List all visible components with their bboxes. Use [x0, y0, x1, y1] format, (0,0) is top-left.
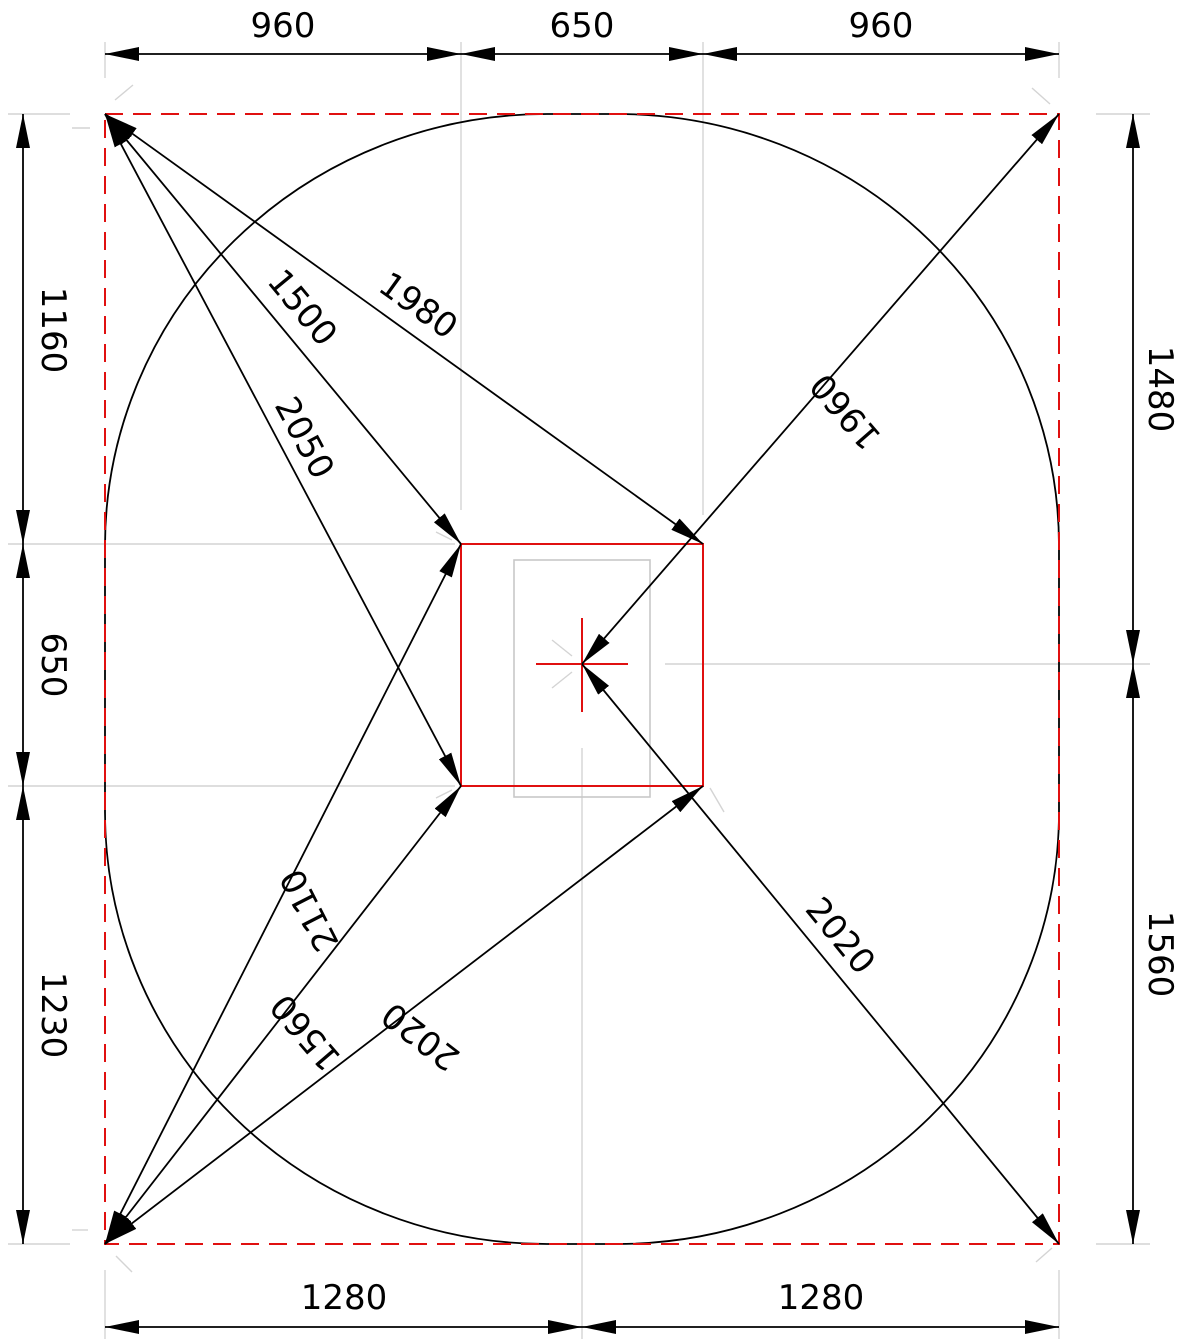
dim-diag-1980: 1980 [371, 265, 465, 348]
dim-diag-2020-bottom: 2020 [374, 994, 467, 1078]
dim-top-left: 960 [251, 6, 316, 46]
dim-top-right: 960 [849, 6, 914, 46]
dim-bottom-left: 1280 [301, 1278, 388, 1318]
dim-right-top: 1480 [1140, 346, 1180, 433]
dim-left-bottom: 1230 [33, 972, 73, 1059]
dim-left-top: 1160 [33, 287, 73, 374]
left-dimensions: 1160 650 1230 [16, 114, 73, 1244]
dim-diag-1560: 1560 [263, 986, 350, 1078]
bottom-dimensions: 1280 1280 [105, 1278, 1059, 1334]
dim-diag-2020-right: 2020 [797, 890, 883, 982]
dim-left-middle: 650 [33, 633, 73, 698]
dim-diag-2110: 2110 [273, 862, 348, 957]
top-dimensions: 960 650 960 [105, 6, 1059, 61]
dim-top-middle: 650 [550, 6, 615, 46]
guide-lines [8, 42, 1150, 1339]
dim-diag-1500: 1500 [259, 262, 345, 354]
dim-right-bottom: 1560 [1140, 911, 1180, 998]
dim-diag-1960-top: 1960 [803, 365, 890, 457]
right-dimensions: 1480 1560 [1126, 114, 1180, 1244]
dim-bottom-right: 1280 [778, 1278, 865, 1318]
